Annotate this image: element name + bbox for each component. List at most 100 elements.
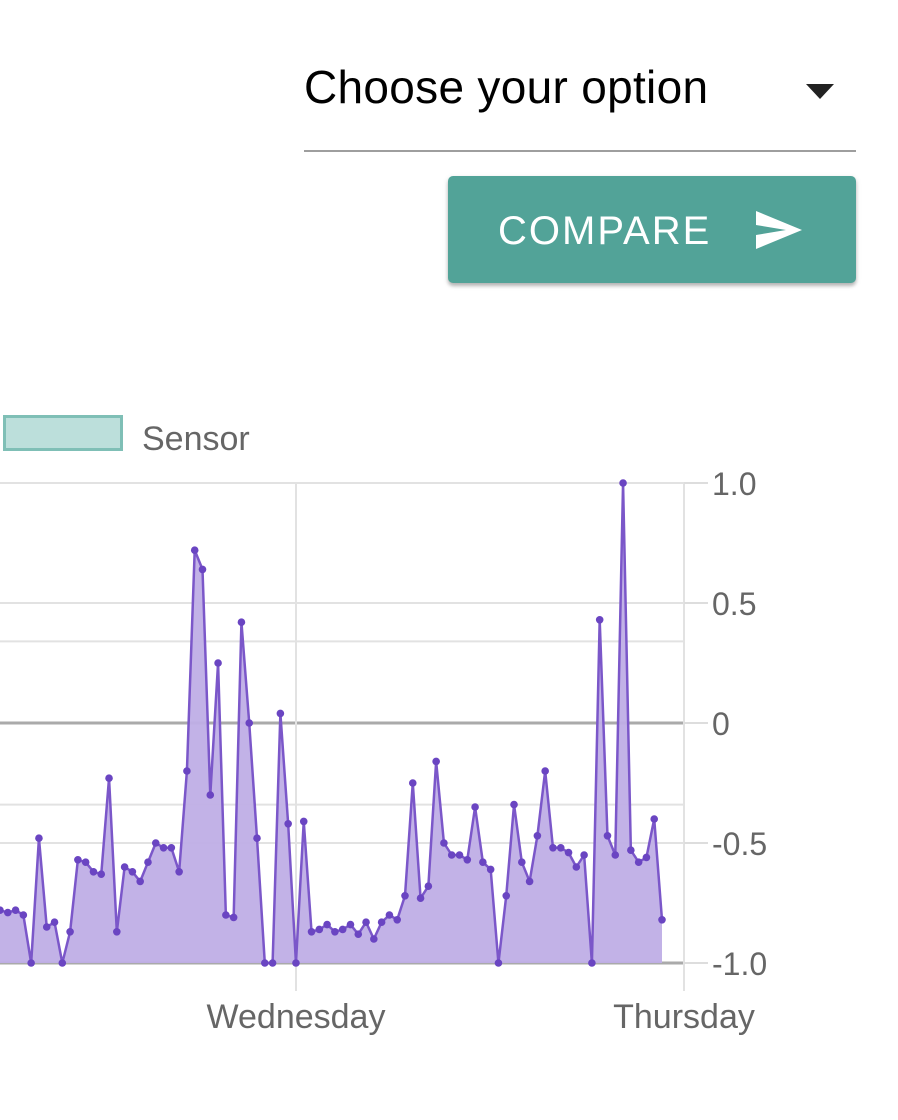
data-point — [518, 858, 526, 866]
data-point — [97, 870, 106, 878]
data-point — [525, 877, 534, 886]
data-point — [479, 858, 487, 866]
data-point — [642, 853, 651, 862]
data-point — [81, 858, 90, 866]
data-point — [533, 832, 542, 840]
data-point — [603, 832, 612, 840]
data-point — [338, 925, 347, 934]
data-point — [58, 959, 67, 967]
option-select[interactable]: Choose your option — [304, 40, 856, 152]
y-tick-label: 0.5 — [712, 586, 756, 622]
data-point — [261, 959, 269, 967]
data-point — [385, 911, 394, 919]
legend-label: Sensor — [142, 420, 250, 458]
data-point — [354, 930, 363, 938]
data-point — [408, 779, 417, 787]
compare-button-label: COMPARE — [498, 209, 712, 253]
series-area — [0, 483, 662, 963]
data-point — [502, 892, 511, 900]
data-point — [136, 877, 144, 886]
data-point — [74, 856, 82, 864]
data-point — [214, 659, 222, 667]
data-point — [198, 565, 207, 574]
data-point — [556, 844, 565, 852]
data-point — [377, 918, 386, 926]
data-point — [237, 618, 246, 626]
data-point — [541, 767, 549, 775]
data-point — [299, 817, 308, 826]
data-point — [619, 479, 627, 487]
data-point — [494, 959, 503, 967]
data-point — [42, 923, 51, 931]
compare-button[interactable]: COMPARE — [448, 176, 856, 283]
y-tick-label: -1.0 — [712, 946, 767, 982]
data-point — [634, 858, 643, 866]
data-point — [549, 844, 557, 852]
data-point — [276, 709, 285, 718]
data-point — [658, 916, 666, 924]
data-point — [331, 928, 339, 936]
data-point — [564, 848, 573, 857]
data-point — [190, 546, 199, 554]
data-point — [370, 935, 378, 943]
data-point — [50, 918, 59, 926]
data-point — [393, 916, 402, 924]
data-point — [183, 767, 191, 775]
data-point — [292, 959, 300, 967]
data-point — [35, 834, 43, 842]
data-point — [19, 911, 28, 919]
y-tick-label: -0.5 — [712, 826, 767, 862]
data-point — [89, 868, 98, 876]
y-tick-label: 1.0 — [712, 466, 756, 502]
data-point — [447, 851, 456, 859]
data-point — [440, 839, 448, 847]
data-point — [471, 803, 479, 811]
data-point — [362, 918, 370, 926]
data-point — [120, 863, 129, 871]
data-point — [611, 851, 620, 859]
data-point — [572, 863, 581, 871]
data-point — [151, 839, 160, 847]
data-point — [113, 928, 121, 936]
data-point — [128, 868, 137, 876]
data-point — [323, 920, 331, 929]
data-point — [206, 791, 215, 799]
data-point — [268, 959, 277, 967]
data-point — [222, 911, 230, 919]
data-point — [253, 834, 261, 842]
data-point — [315, 925, 324, 934]
series-line — [0, 481, 664, 965]
data-point — [595, 616, 604, 624]
x-tick-label: Thursday — [613, 998, 755, 1036]
data-point — [167, 844, 176, 852]
data-point — [144, 858, 152, 866]
data-point — [627, 846, 635, 854]
data-point — [105, 774, 113, 782]
data-point — [486, 865, 495, 874]
data-point — [245, 719, 254, 727]
data-point — [455, 851, 464, 859]
data-point — [27, 959, 35, 967]
data-point — [66, 928, 74, 936]
data-point — [401, 892, 409, 900]
data-point — [416, 894, 425, 902]
data-point — [463, 856, 472, 864]
select-value: Choose your option — [304, 61, 709, 113]
data-point — [229, 913, 238, 922]
data-point — [175, 868, 183, 876]
data-point — [588, 959, 596, 967]
data-point — [650, 815, 659, 823]
legend-swatch[interactable] — [3, 415, 123, 451]
data-point — [510, 800, 518, 809]
data-point — [159, 844, 168, 852]
data-point — [284, 820, 292, 828]
data-point — [580, 851, 588, 859]
data-point — [3, 908, 12, 917]
data-point — [0, 906, 4, 914]
x-tick-label: Wednesday — [207, 998, 386, 1036]
data-point — [11, 906, 20, 914]
data-point — [424, 882, 433, 890]
caret-down-icon[interactable] — [806, 84, 834, 99]
data-point — [307, 928, 316, 936]
